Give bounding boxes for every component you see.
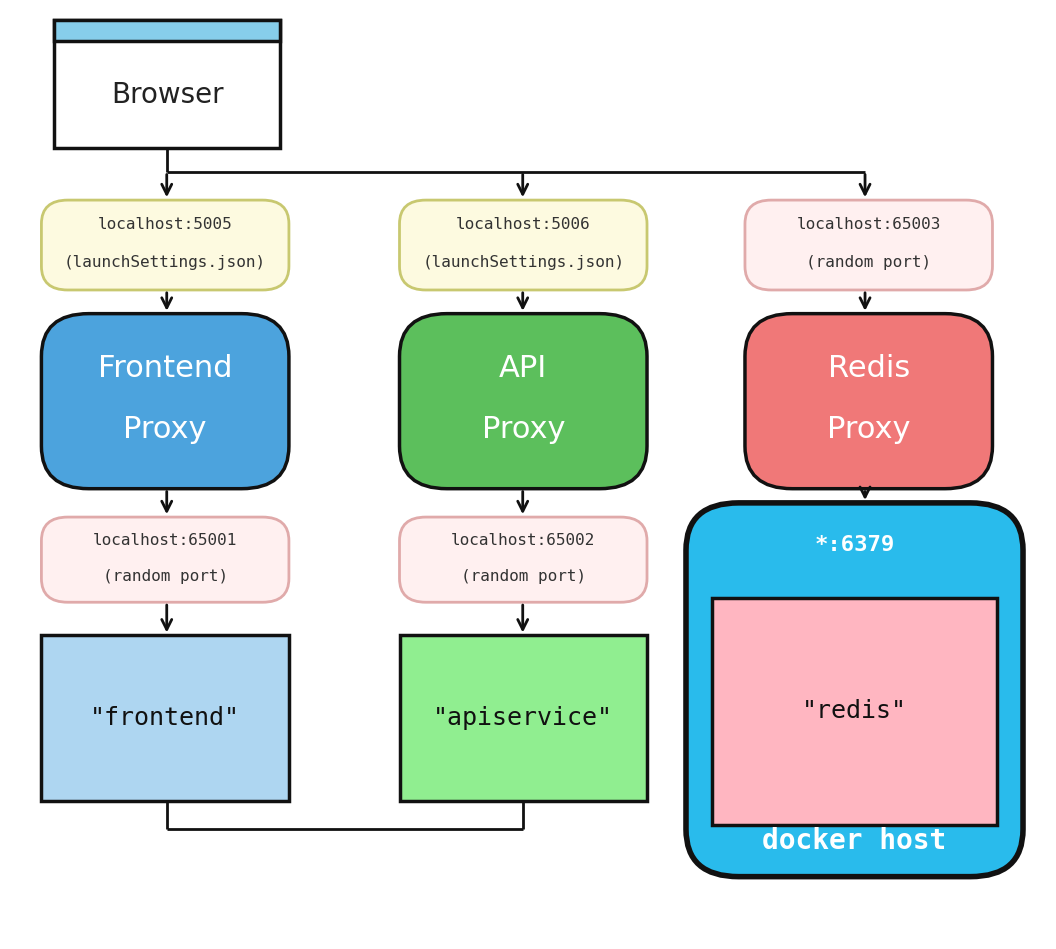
Text: API: API [499,354,547,382]
Text: "redis": "redis" [802,699,907,723]
Text: Frontend: Frontend [98,354,232,382]
Text: (random port): (random port) [806,254,931,270]
Text: localhost:65003: localhost:65003 [796,216,941,232]
Text: localhost:65002: localhost:65002 [451,533,596,549]
Text: localhost:65001: localhost:65001 [93,533,238,549]
FancyBboxPatch shape [744,313,993,489]
FancyBboxPatch shape [399,200,647,290]
Text: Proxy: Proxy [827,415,910,444]
FancyBboxPatch shape [41,636,289,801]
FancyBboxPatch shape [54,20,281,41]
FancyBboxPatch shape [399,636,647,801]
Text: localhost:5005: localhost:5005 [98,216,232,232]
Text: "frontend": "frontend" [90,706,240,730]
FancyBboxPatch shape [41,200,289,290]
FancyBboxPatch shape [686,503,1023,877]
Text: localhost:5006: localhost:5006 [456,216,590,232]
Text: Browser: Browser [111,81,224,108]
FancyBboxPatch shape [41,517,289,603]
FancyBboxPatch shape [399,517,647,603]
FancyBboxPatch shape [399,313,647,489]
FancyBboxPatch shape [54,20,281,148]
Text: Proxy: Proxy [482,415,565,444]
Text: Proxy: Proxy [124,415,207,444]
Text: docker host: docker host [762,827,946,855]
FancyBboxPatch shape [41,313,289,489]
FancyBboxPatch shape [744,200,993,290]
Text: (random port): (random port) [102,569,228,585]
Text: (random port): (random port) [460,569,586,585]
Text: (launchSettings.json): (launchSettings.json) [64,254,266,270]
Text: *:6379: *:6379 [814,535,894,555]
Text: (launchSettings.json): (launchSettings.json) [422,254,624,270]
Text: Redis: Redis [828,354,910,382]
FancyBboxPatch shape [713,598,997,825]
Text: "apiservice": "apiservice" [433,706,614,730]
